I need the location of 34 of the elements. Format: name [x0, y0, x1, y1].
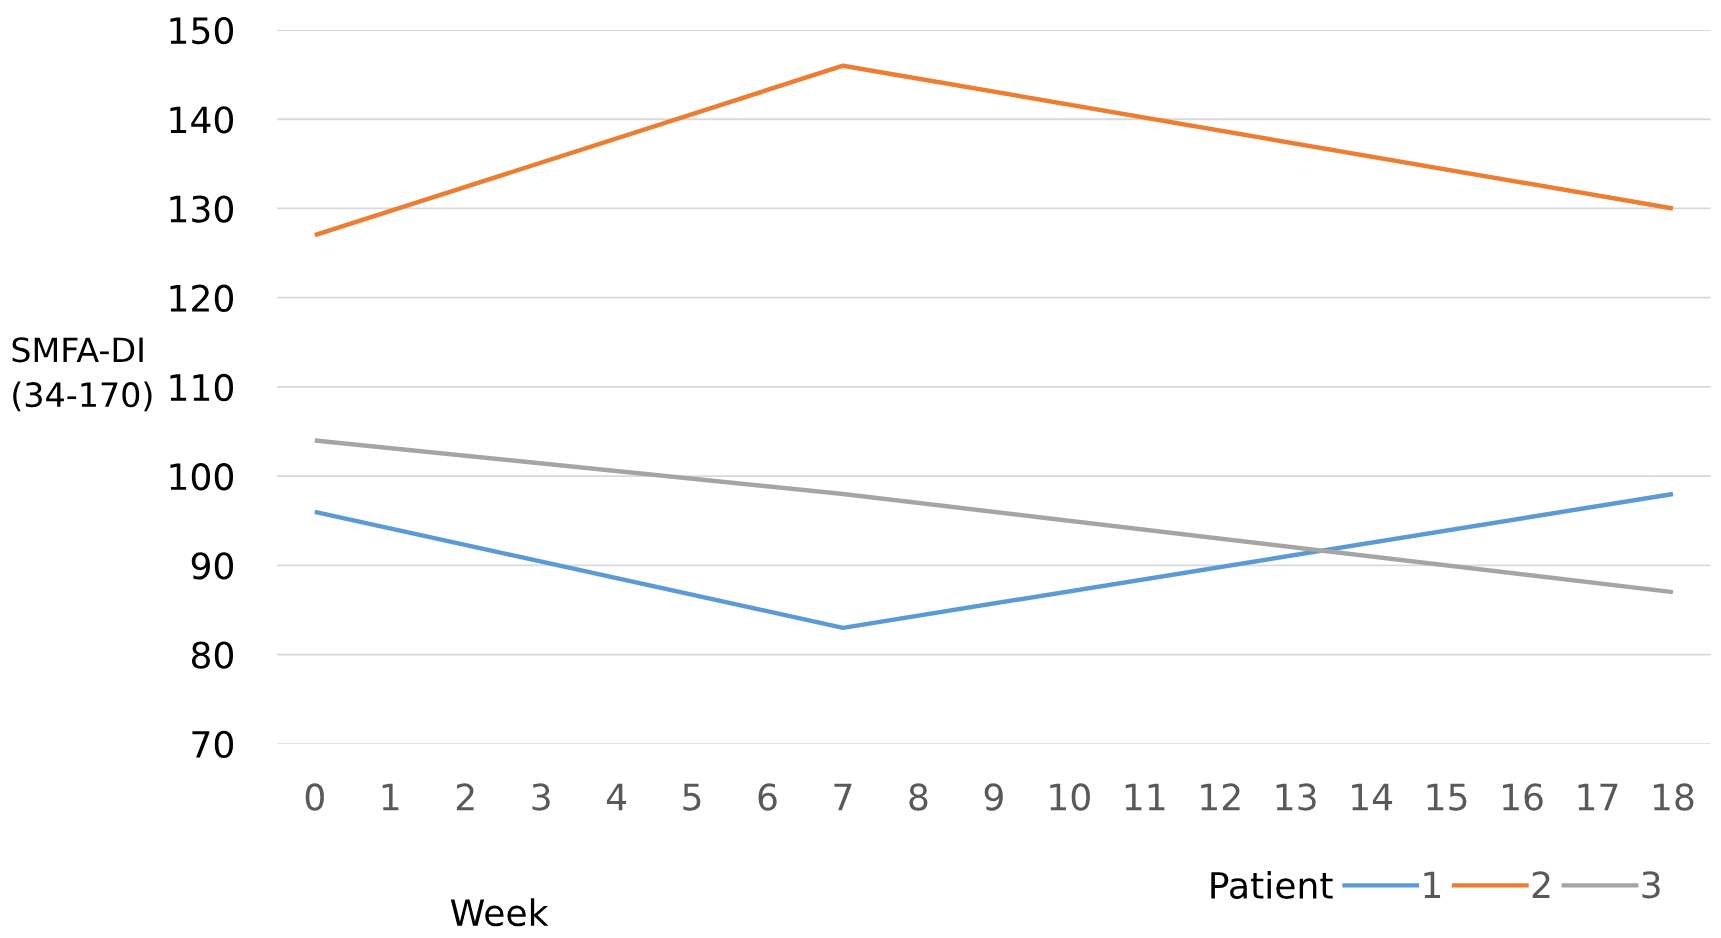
x-axis-title: Week [450, 898, 549, 927]
x-tick-label: 11 [1125, 783, 1165, 811]
x-tick-label: 5 [683, 783, 701, 811]
x-tick-label: 1 [382, 783, 399, 811]
y-tick-label: 140 [170, 106, 234, 134]
y-tick-label: 150 [170, 16, 234, 45]
x-tick-label: 9 [984, 783, 1003, 811]
x-tick-label: 17 [1578, 783, 1618, 811]
x-tick-label: 6 [758, 783, 777, 811]
x-tick-label: 16 [1503, 783, 1543, 811]
x-tick-label: 2 [456, 783, 474, 811]
x-tick-label: 4 [606, 783, 627, 811]
y-axis-title: SMFA-DI (34-170) [12, 337, 152, 412]
x-tick-label: 18 [1653, 783, 1694, 811]
x-tick-label: 0 [305, 783, 324, 811]
legend-title: Patient [1211, 871, 1333, 899]
x-tick-label: 15 [1427, 783, 1467, 811]
y-tick-label: 80 [191, 641, 234, 669]
legend-label: 1 [1424, 871, 1441, 898]
y-tick-label: 70 [192, 730, 234, 759]
y-tick-label: 90 [191, 552, 234, 580]
x-tick-label: 14 [1352, 783, 1393, 811]
y-tick-label: 120 [170, 284, 234, 312]
x-tick-label: 8 [909, 783, 928, 811]
x-tick-label: 10 [1050, 783, 1090, 811]
x-tick-label: 7 [834, 783, 852, 811]
legend-label: 2 [1532, 871, 1550, 898]
x-tick-label: 3 [532, 783, 550, 811]
y-tick-label: 130 [170, 195, 234, 223]
legend-label: 3 [1642, 871, 1660, 899]
x-tick-label: 13 [1276, 783, 1316, 811]
y-tick-label: 100 [170, 463, 234, 491]
x-tick-label: 12 [1201, 783, 1240, 811]
y-tick-label: 110 [170, 373, 234, 402]
